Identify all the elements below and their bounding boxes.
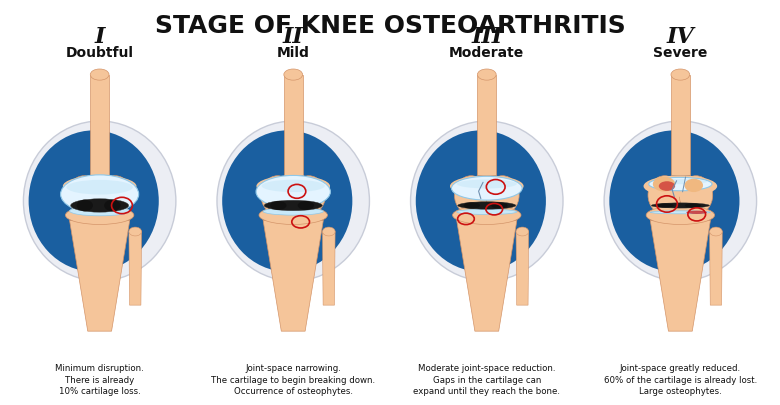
Ellipse shape [71, 199, 129, 212]
Text: II: II [283, 26, 303, 48]
Polygon shape [263, 220, 324, 331]
Ellipse shape [653, 177, 675, 192]
Ellipse shape [129, 227, 141, 236]
Polygon shape [477, 75, 496, 175]
Ellipse shape [256, 175, 331, 208]
Ellipse shape [452, 206, 521, 224]
Ellipse shape [604, 121, 757, 281]
Polygon shape [284, 75, 303, 175]
Ellipse shape [261, 176, 294, 214]
Ellipse shape [491, 202, 508, 209]
Ellipse shape [66, 206, 134, 224]
Text: Minimum disruption.
There is already
10% cartilage loss.: Minimum disruption. There is already 10%… [55, 364, 144, 396]
Ellipse shape [416, 130, 546, 272]
Ellipse shape [658, 203, 674, 208]
Ellipse shape [98, 176, 132, 214]
Ellipse shape [477, 69, 496, 80]
Ellipse shape [679, 176, 713, 214]
Ellipse shape [684, 179, 703, 192]
Polygon shape [69, 220, 129, 331]
Ellipse shape [646, 206, 714, 224]
Polygon shape [129, 232, 141, 305]
Ellipse shape [685, 203, 701, 208]
Ellipse shape [486, 176, 519, 214]
Ellipse shape [284, 69, 303, 80]
Text: Severe: Severe [653, 46, 707, 60]
Ellipse shape [66, 180, 133, 194]
Ellipse shape [322, 227, 335, 236]
Text: Joint-space greatly reduced.
60% of the cartilage is already lost.
Large osteoph: Joint-space greatly reduced. 60% of the … [604, 364, 757, 396]
Ellipse shape [458, 202, 516, 209]
Ellipse shape [217, 121, 370, 281]
Text: III: III [471, 26, 502, 48]
Text: Doubtful: Doubtful [66, 46, 133, 60]
Text: STAGE OF KNEE OSTEOARTHRITIS: STAGE OF KNEE OSTEOARTHRITIS [154, 14, 626, 38]
Ellipse shape [23, 121, 176, 281]
Polygon shape [456, 220, 517, 331]
Ellipse shape [261, 180, 324, 192]
Ellipse shape [67, 176, 101, 214]
Ellipse shape [410, 121, 563, 281]
Ellipse shape [90, 69, 109, 80]
Ellipse shape [456, 209, 517, 215]
Ellipse shape [257, 175, 330, 197]
Text: I: I [94, 26, 105, 48]
Ellipse shape [609, 130, 739, 272]
Ellipse shape [710, 227, 722, 236]
Ellipse shape [264, 200, 322, 211]
Ellipse shape [69, 206, 129, 216]
Text: IV: IV [667, 26, 694, 48]
Ellipse shape [651, 203, 709, 208]
Ellipse shape [671, 69, 690, 80]
Ellipse shape [464, 202, 480, 209]
Ellipse shape [659, 181, 675, 191]
Polygon shape [322, 232, 335, 305]
Ellipse shape [644, 175, 717, 197]
Ellipse shape [450, 175, 523, 197]
Ellipse shape [76, 200, 93, 211]
Ellipse shape [455, 176, 488, 214]
Ellipse shape [292, 176, 325, 214]
Ellipse shape [29, 130, 159, 272]
Text: Joint-space narrowing.
The cartilage to begin breaking down.
Occurrence of osteo: Joint-space narrowing. The cartilage to … [211, 364, 375, 396]
Ellipse shape [270, 201, 286, 210]
Polygon shape [671, 75, 690, 175]
Ellipse shape [104, 200, 120, 211]
Text: Mild: Mild [277, 46, 310, 60]
Polygon shape [710, 232, 722, 305]
Ellipse shape [263, 208, 324, 215]
Ellipse shape [686, 211, 707, 214]
Ellipse shape [61, 175, 139, 213]
Ellipse shape [298, 201, 314, 210]
Ellipse shape [516, 227, 529, 236]
Ellipse shape [457, 179, 517, 188]
Ellipse shape [222, 130, 353, 272]
Polygon shape [516, 232, 529, 305]
Ellipse shape [649, 177, 712, 191]
Polygon shape [651, 220, 711, 331]
Ellipse shape [651, 211, 711, 214]
Text: Moderate: Moderate [449, 46, 524, 60]
Text: Moderate joint-space reduction.
Gaps in the cartilage can
expand until they reac: Moderate joint-space reduction. Gaps in … [413, 364, 560, 396]
Ellipse shape [259, 206, 328, 224]
Ellipse shape [654, 179, 707, 184]
Ellipse shape [63, 175, 136, 197]
Ellipse shape [648, 176, 682, 214]
Polygon shape [90, 75, 109, 175]
Ellipse shape [452, 176, 522, 200]
